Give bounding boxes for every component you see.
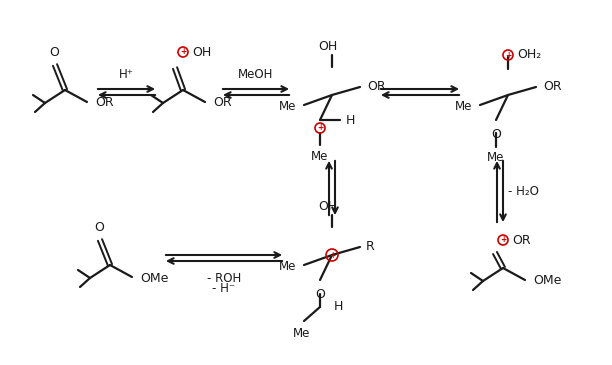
Text: +: +: [317, 123, 323, 132]
Text: - H₂O: - H₂O: [508, 185, 539, 198]
Text: H: H: [334, 300, 343, 314]
Text: R: R: [366, 241, 375, 254]
Text: O: O: [94, 221, 104, 234]
Text: MeOH: MeOH: [238, 68, 274, 81]
Text: OR: OR: [543, 81, 562, 93]
Text: Me: Me: [455, 100, 472, 112]
Text: +: +: [505, 50, 511, 59]
Text: OH: OH: [318, 40, 338, 53]
Text: - H⁻: - H⁻: [212, 282, 236, 295]
Text: +: +: [500, 235, 506, 245]
Text: OH: OH: [192, 46, 211, 58]
Text: Me: Me: [293, 327, 311, 340]
Text: O: O: [49, 46, 59, 59]
Text: Me: Me: [278, 100, 296, 112]
Text: O: O: [315, 288, 325, 301]
Text: Me: Me: [487, 151, 505, 164]
Text: +: +: [329, 250, 335, 260]
Text: H⁺: H⁺: [119, 68, 134, 81]
Text: Me: Me: [312, 150, 329, 163]
Text: - ROH: - ROH: [207, 272, 241, 285]
Text: OR: OR: [95, 96, 114, 109]
Text: Me: Me: [278, 260, 296, 273]
Text: OR: OR: [512, 234, 531, 246]
Text: OR: OR: [213, 96, 231, 109]
Text: OH₂: OH₂: [517, 49, 541, 61]
Text: OMe: OMe: [533, 274, 561, 288]
Text: OMe: OMe: [140, 272, 168, 284]
Text: OH: OH: [318, 200, 338, 213]
Text: +: +: [180, 47, 186, 57]
Text: OR: OR: [367, 81, 386, 93]
Text: H: H: [346, 114, 356, 127]
Text: O: O: [491, 128, 501, 141]
